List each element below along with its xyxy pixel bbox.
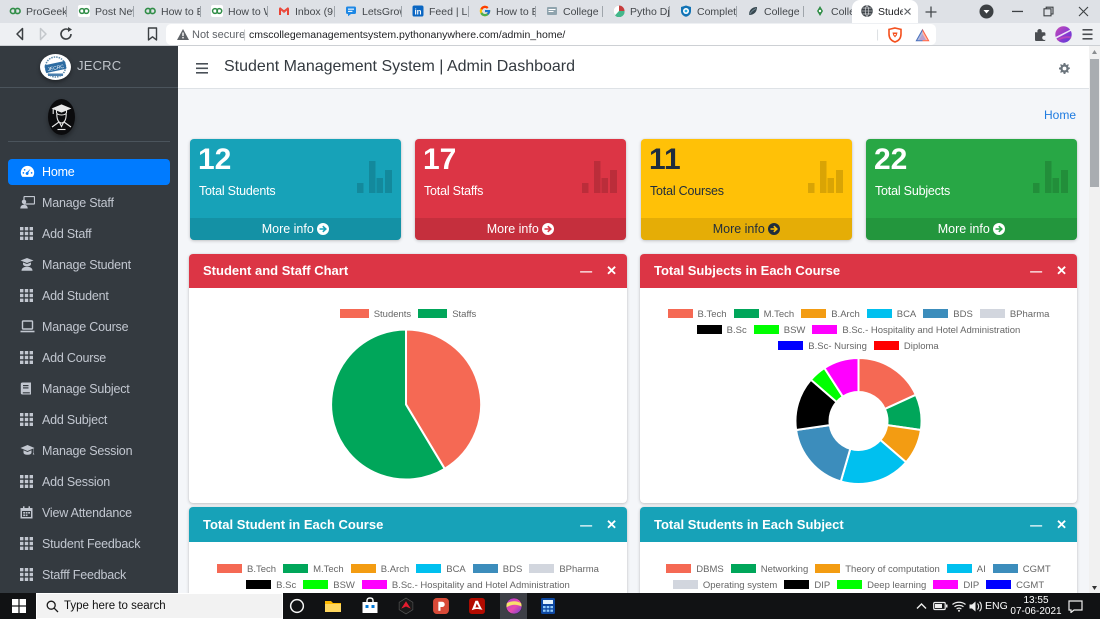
svg-text:JECRC: JECRC [47,64,65,73]
svg-text:in: in [414,7,421,16]
